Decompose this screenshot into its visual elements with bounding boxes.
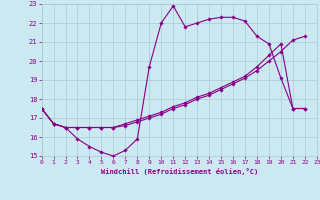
- X-axis label: Windchill (Refroidissement éolien,°C): Windchill (Refroidissement éolien,°C): [100, 168, 258, 175]
